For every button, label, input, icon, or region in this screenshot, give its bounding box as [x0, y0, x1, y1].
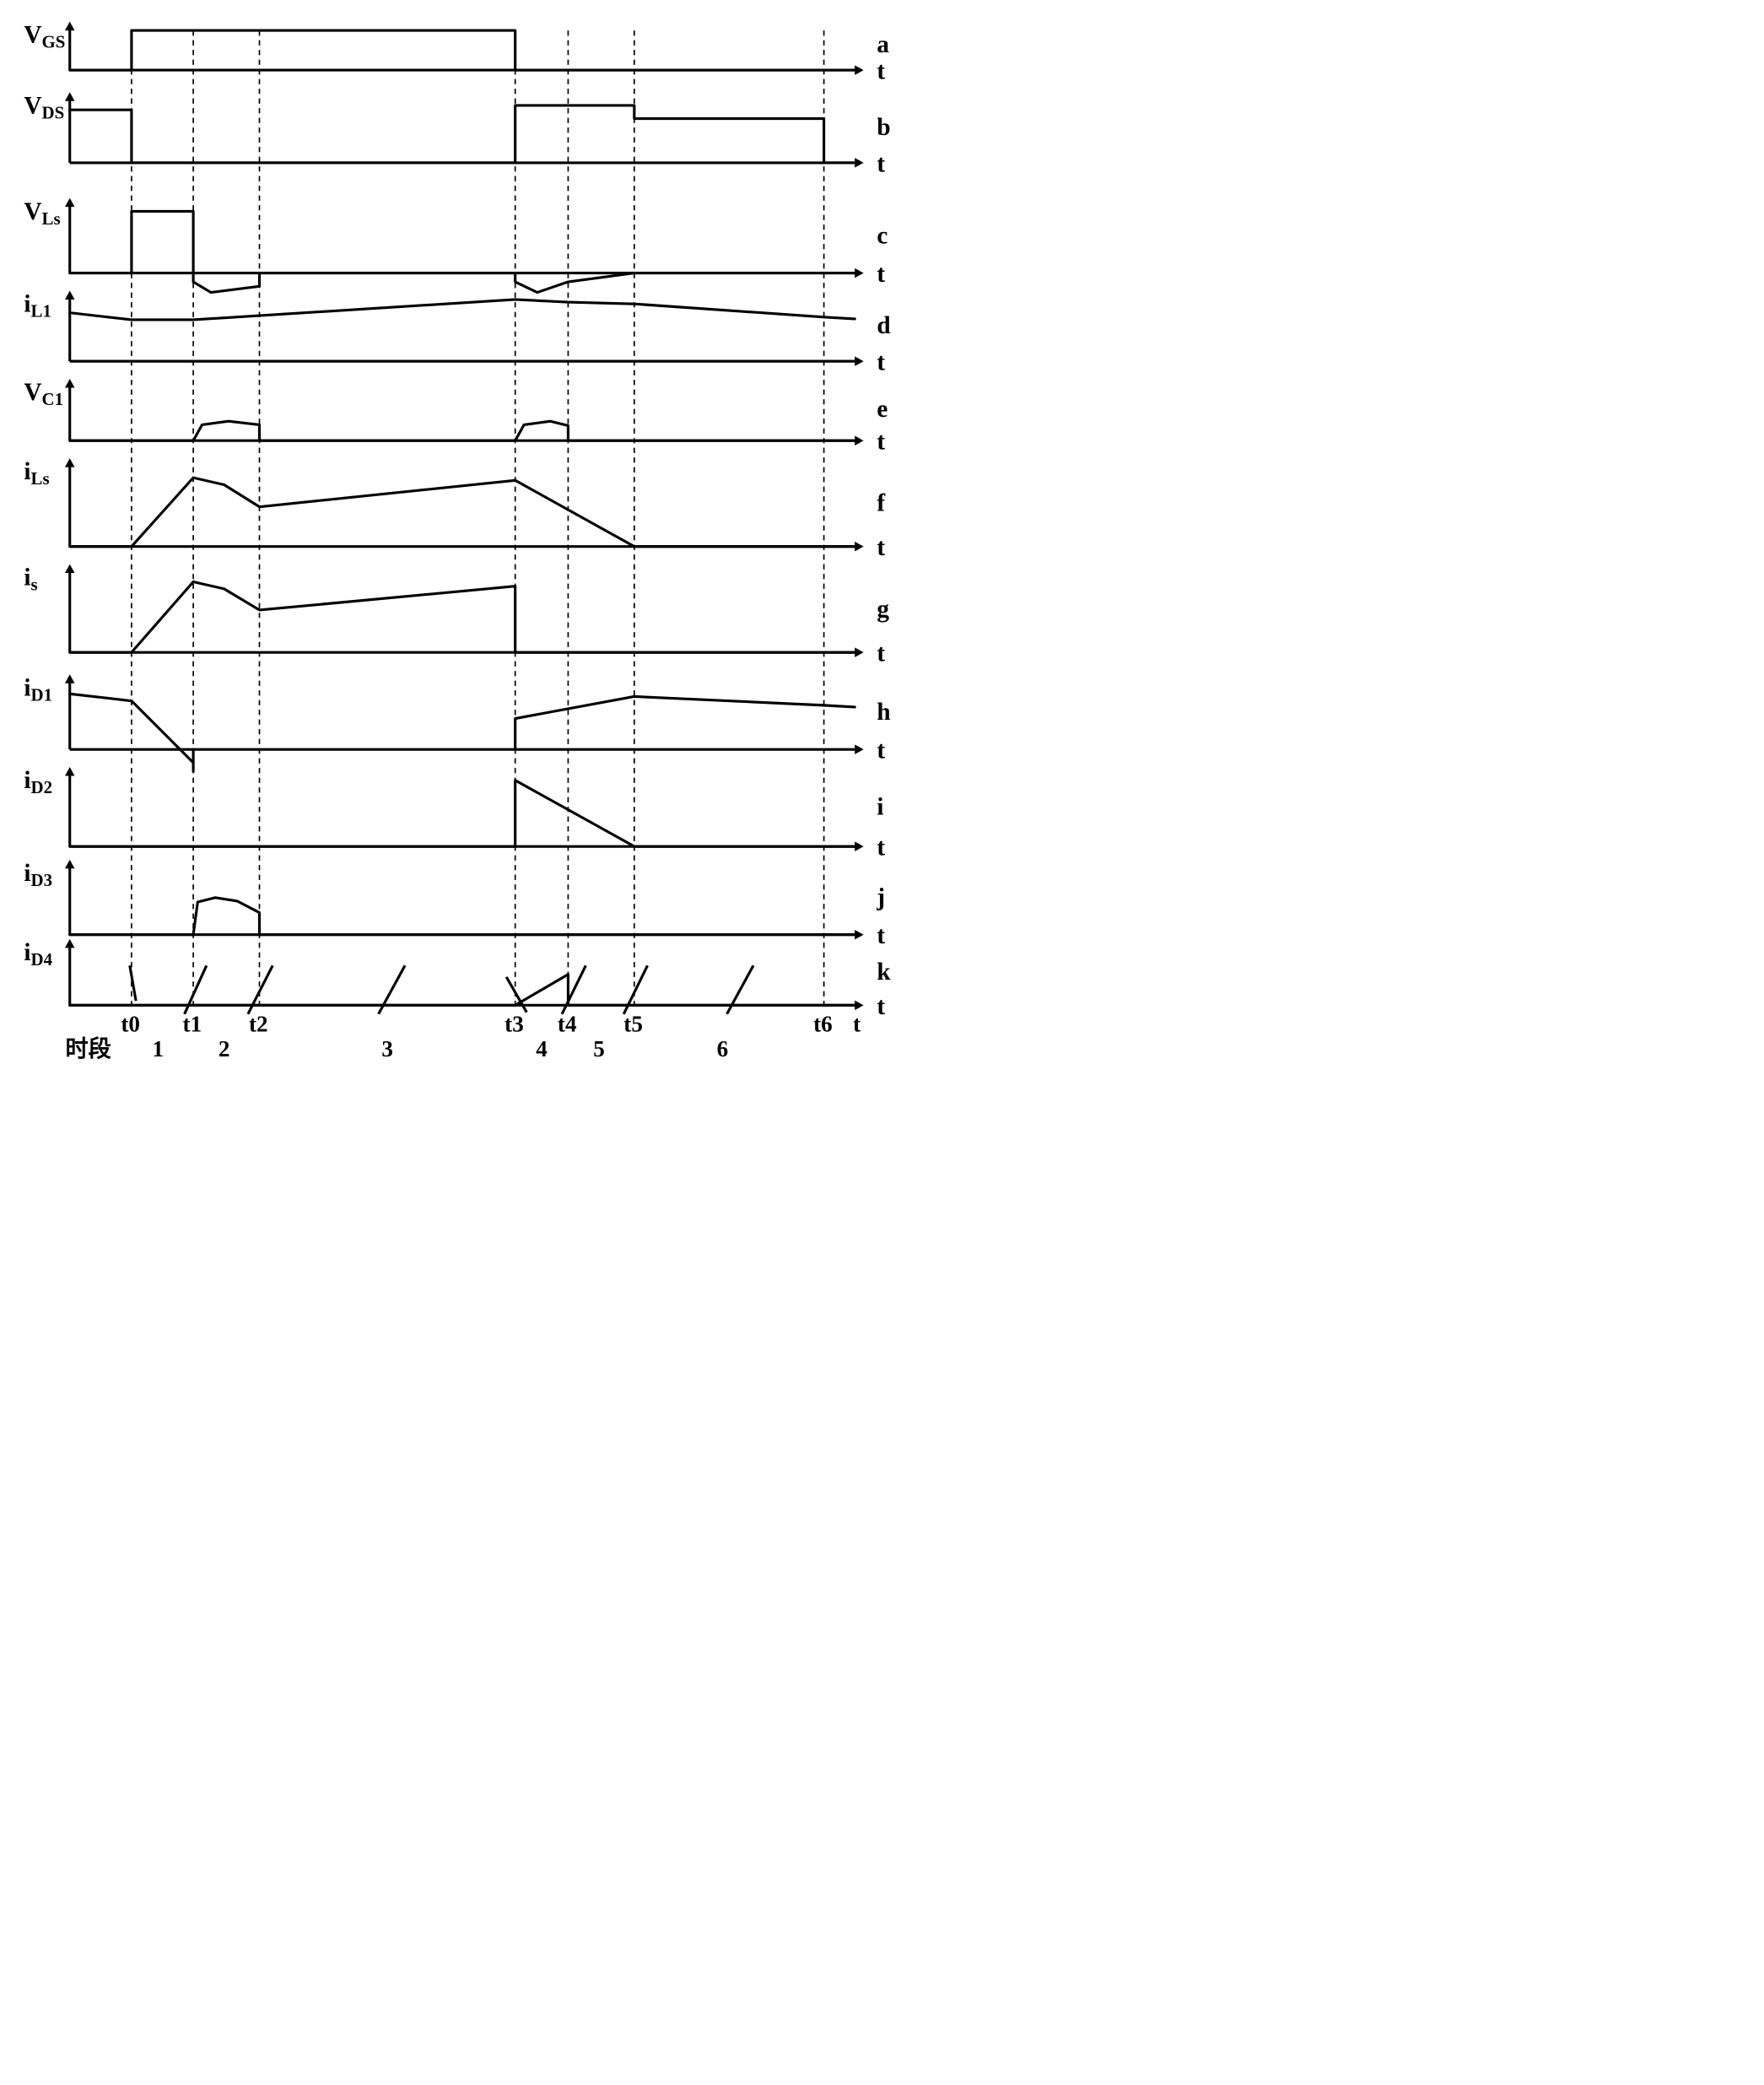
- row-letter: k: [877, 959, 891, 986]
- row-letter: i: [877, 794, 883, 821]
- time-tick-label: t3: [504, 1012, 524, 1037]
- period-slash: [562, 965, 585, 1014]
- waveform: [70, 211, 855, 292]
- row-letter: f: [877, 489, 886, 516]
- waveform: [70, 975, 855, 1006]
- waveform: [515, 696, 855, 749]
- row-letter: b: [877, 114, 890, 141]
- period-number: 4: [536, 1036, 548, 1060]
- waveform: [70, 300, 855, 320]
- row-letter: a: [877, 31, 889, 58]
- waveform: [70, 421, 855, 440]
- t-label: t: [877, 737, 885, 764]
- row-letter: d: [877, 312, 890, 339]
- period-slash: [727, 965, 753, 1014]
- t-label: t: [877, 429, 885, 456]
- t-label: t: [877, 534, 885, 561]
- waveform: [70, 478, 855, 547]
- timing-diagram: VGSatVDSbtVLsctiL1dtVC1etiLsftisgtiD1hti…: [17, 17, 1747, 1060]
- period-number: 6: [717, 1036, 729, 1060]
- t-label: t: [877, 993, 885, 1020]
- y-axis-label: VDS: [24, 92, 64, 122]
- waveform: [70, 105, 855, 163]
- period-slash: [248, 965, 272, 1014]
- y-axis-label: iD3: [24, 860, 52, 890]
- t-label: t: [877, 835, 885, 862]
- row-letter: j: [876, 883, 885, 910]
- row-letter: h: [877, 699, 890, 726]
- y-axis-label: iLs: [24, 458, 49, 489]
- y-axis-label: VGS: [24, 22, 65, 52]
- row-letter: g: [877, 596, 889, 623]
- waveform: [70, 582, 855, 653]
- period-slash: [379, 965, 405, 1014]
- waveform: [70, 30, 855, 70]
- period-slash: [185, 965, 207, 1014]
- period-slash: [623, 965, 647, 1014]
- y-axis-label: iL1: [24, 291, 51, 321]
- period-number: 3: [381, 1036, 393, 1060]
- time-tick-label: t5: [623, 1012, 643, 1037]
- waveform: [70, 781, 855, 846]
- t-label: t: [877, 150, 885, 177]
- periods-label: 时段: [66, 1036, 112, 1060]
- t-label: t: [877, 640, 885, 667]
- y-axis-label: VC1: [24, 379, 63, 409]
- time-tick-label: t: [853, 1012, 860, 1037]
- y-axis-label: iD2: [24, 767, 52, 797]
- time-tick-label: t2: [249, 1012, 268, 1037]
- time-tick-label: t6: [813, 1012, 833, 1037]
- period-number: 2: [218, 1036, 230, 1060]
- t-label: t: [877, 261, 885, 288]
- y-axis-label: VLs: [24, 198, 60, 229]
- timing-diagram-svg: VGSatVDSbtVLsctiL1dtVC1etiLsftisgtiD1hti…: [17, 17, 899, 1060]
- row-letter: c: [877, 222, 887, 249]
- waveform: [70, 898, 855, 935]
- y-axis-label: is: [24, 564, 37, 595]
- t-label: t: [877, 349, 885, 376]
- period-number: 1: [152, 1036, 164, 1060]
- time-tick-label: t0: [121, 1012, 140, 1037]
- y-axis-label: iD4: [24, 939, 52, 970]
- row-letter: e: [877, 396, 887, 423]
- time-tick-label: t1: [183, 1012, 202, 1037]
- period-slash: [130, 965, 136, 1001]
- t-label: t: [877, 58, 885, 85]
- y-axis-label: iD1: [24, 674, 52, 705]
- period-number: 5: [593, 1036, 605, 1060]
- t-label: t: [877, 922, 885, 949]
- time-tick-label: t4: [558, 1012, 577, 1037]
- period-slash: [506, 977, 526, 1013]
